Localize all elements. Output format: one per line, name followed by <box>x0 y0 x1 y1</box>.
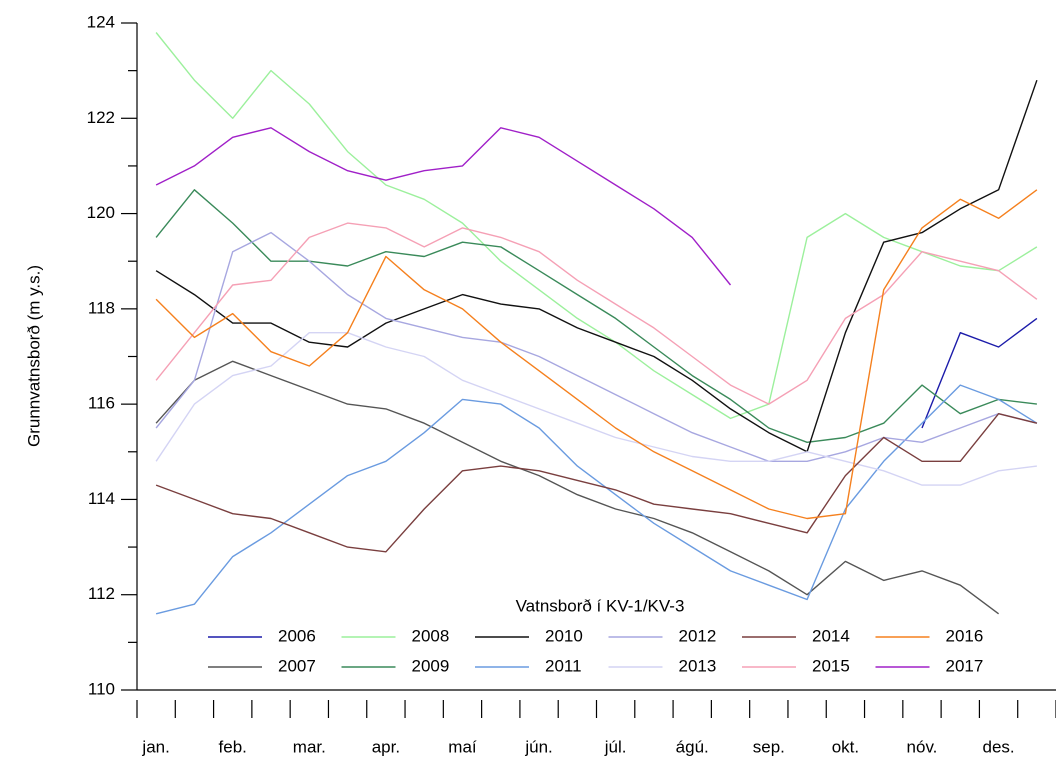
legend-label: 2017 <box>946 656 984 675</box>
y-tick-label: 112 <box>88 584 115 603</box>
legend-label: 2013 <box>679 656 717 675</box>
series-line <box>155 32 1038 420</box>
y-tick-label: 110 <box>88 679 115 698</box>
series-line <box>155 384 1038 615</box>
x-tick-label: mar. <box>293 737 326 756</box>
x-tick-label: apr. <box>372 737 400 756</box>
series-line <box>155 79 1038 453</box>
x-tick-label: des. <box>982 737 1014 756</box>
y-tick-label: 114 <box>88 489 115 508</box>
series-line <box>155 127 732 286</box>
lines <box>155 32 1038 615</box>
y-axis-label: Grunnvatnsborð (m y.s.) <box>24 265 43 447</box>
x-tick-label: jún. <box>524 737 552 756</box>
x-tick-label: maí <box>448 737 477 756</box>
y-tick-label: 122 <box>87 108 115 127</box>
x-tick-label: okt. <box>832 737 859 756</box>
series-line <box>155 189 1037 443</box>
series-line <box>155 231 1038 462</box>
series-line <box>921 317 1038 429</box>
y-tick-label: 116 <box>88 394 115 413</box>
legend-label: 2009 <box>412 656 450 675</box>
x-tick-label: feb. <box>219 737 247 756</box>
x-tick-label: nóv. <box>907 737 938 756</box>
y-tick-label: 120 <box>87 203 115 222</box>
legend-label: 2007 <box>278 656 316 675</box>
x-tick-label: júl. <box>604 737 627 756</box>
series-line <box>155 222 1038 405</box>
legend-label: 2014 <box>812 626 850 645</box>
legend-label: 2010 <box>545 626 583 645</box>
legend-label: 2008 <box>412 626 450 645</box>
legend-label: 2011 <box>545 656 582 675</box>
legend-label: 2012 <box>679 626 717 645</box>
series-line <box>155 360 1000 615</box>
x-tick-label: ágú. <box>676 737 709 756</box>
x-tick-label: sep. <box>753 737 785 756</box>
legend-label: 2006 <box>278 626 316 645</box>
legend-label: 2015 <box>812 656 850 675</box>
series-line <box>155 189 1038 520</box>
series-line <box>155 332 1037 486</box>
legend-label: 2016 <box>946 626 984 645</box>
x-tick-label: jan. <box>141 737 169 756</box>
y-tick-label: 118 <box>88 298 115 317</box>
series-line <box>155 413 1038 553</box>
legend-title: Vatnsborð í KV-1/KV-3 <box>516 596 685 615</box>
y-tick-label: 124 <box>87 12 115 31</box>
